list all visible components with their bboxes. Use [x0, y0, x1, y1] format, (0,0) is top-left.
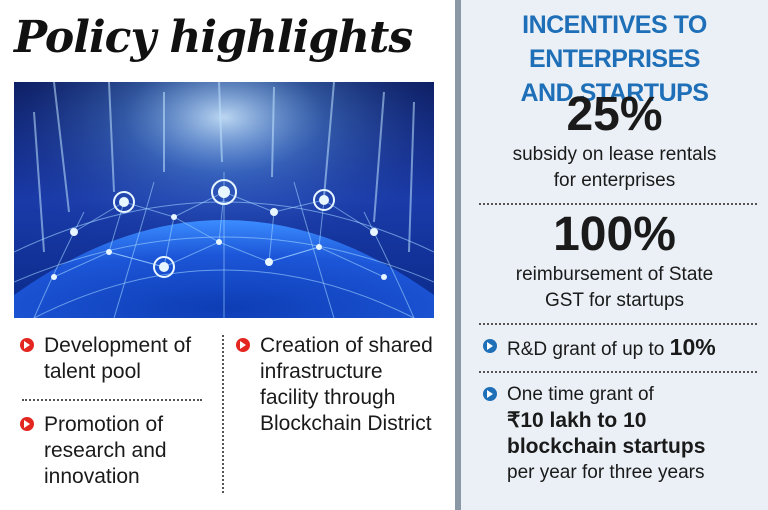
column-divider: [222, 335, 224, 493]
grant-one-time: One time grant of ₹10 lakh to 10 blockch…: [483, 382, 705, 486]
red-arrow-bullet-icon: [20, 417, 34, 431]
stat-25-percent: 25%: [566, 88, 663, 141]
stat1-description: subsidy on lease rentals for enterprises: [512, 144, 717, 191]
panel-title: Policy highlights: [14, 12, 413, 63]
red-arrow-bullet-icon: [236, 338, 250, 352]
incentives-panel: INCENTIVES TO ENTERPRISES AND STARTUPS 2…: [461, 0, 768, 510]
stat-divider: [479, 323, 757, 325]
bullet-research-innovation: Promotion of research and innovation: [20, 412, 204, 490]
stat2-description: reimbursement of State GST for startups: [515, 264, 714, 311]
bullet-text: Development of talent pool: [44, 334, 192, 383]
blue-arrow-bullet-icon: [483, 339, 497, 353]
stat-divider: [479, 203, 757, 205]
grant-rd: R&D grant of up to 10%: [483, 334, 716, 363]
bullet-text: Promotion of research and innovation: [44, 413, 167, 488]
red-arrow-bullet-icon: [20, 338, 34, 352]
incentives-heading: INCENTIVES TO ENTERPRISES AND STARTUPS: [520, 11, 709, 107]
bullet-talent-pool: Development of talent pool: [20, 333, 204, 385]
grant-divider: [479, 371, 757, 373]
bullet-text: Creation of shared infrastructure facili…: [260, 334, 433, 435]
bullet-shared-infrastructure: Creation of shared infrastructure facili…: [236, 333, 435, 437]
bullet-divider: [22, 399, 202, 401]
blue-arrow-bullet-icon: [483, 387, 497, 401]
blockchain-globe-image: [14, 82, 434, 318]
policy-highlights-panel: Policy highlights: [14, 12, 435, 493]
section-divider: [455, 0, 461, 510]
stat-100-percent: 100%: [553, 208, 676, 261]
